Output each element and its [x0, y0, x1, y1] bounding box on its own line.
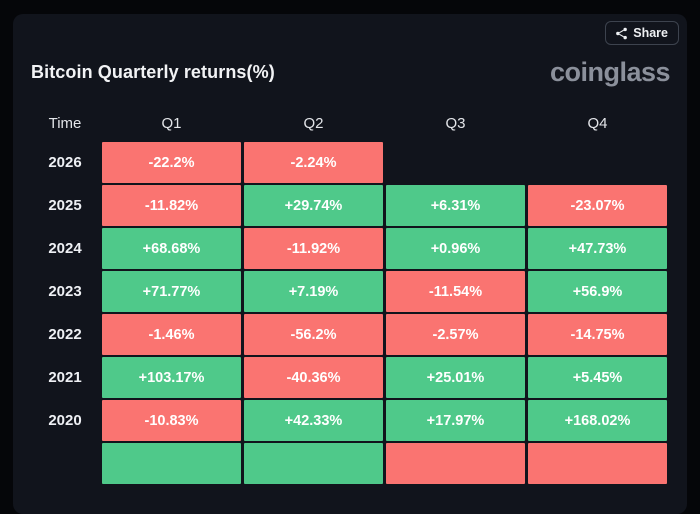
return-cell: +168.02% [528, 400, 667, 441]
return-cell: +71.77% [102, 271, 241, 312]
quarterly-returns-card: Share Bitcoin Quarterly returns(%) coing… [13, 14, 687, 514]
return-cell: +7.19% [244, 271, 383, 312]
titlebar: Bitcoin Quarterly returns(%) coinglass [31, 54, 671, 90]
return-cell: -2.24% [244, 142, 383, 183]
returns-table-body: 2026 -22.2% -2.24% 2025 -11.82% +29.74% +6.31%… [31, 142, 667, 484]
empty-cell [386, 142, 525, 183]
return-cell [528, 443, 667, 484]
return-cell: +17.97% [386, 400, 525, 441]
share-icon [615, 27, 628, 40]
return-cell: -11.92% [244, 228, 383, 269]
return-cell: +56.9% [528, 271, 667, 312]
return-cell [386, 443, 525, 484]
row-year-label: 2021 [48, 369, 82, 386]
return-cell: +25.01% [386, 357, 525, 398]
column-header-q3: Q3 [445, 114, 466, 132]
return-cell: -14.75% [528, 314, 667, 355]
return-cell: -56.2% [244, 314, 383, 355]
return-cell: +29.74% [244, 185, 383, 226]
return-cell [244, 443, 383, 484]
return-cell: -11.54% [386, 271, 525, 312]
coinglass-logo: coinglass [549, 56, 671, 87]
row-year-label: 2026 [48, 154, 82, 171]
return-cell: -2.57% [386, 314, 525, 355]
empty-cell [528, 142, 667, 183]
row-year-label: 2023 [48, 283, 82, 300]
row-year-label: 2020 [48, 412, 82, 429]
page-title: Bitcoin Quarterly returns(%) [31, 61, 275, 82]
share-button[interactable]: Share [605, 21, 679, 45]
row-year-label: 2024 [48, 240, 82, 257]
table-header-row: Time Q1 Q2 Q3 Q4 [31, 104, 667, 142]
row-year-label [31, 443, 99, 484]
return-cell: +6.31% [386, 185, 525, 226]
column-header-q1: Q1 [161, 114, 182, 132]
return-cell: +68.68% [102, 228, 241, 269]
share-button-label: Share [633, 26, 668, 40]
return-cell: -10.83% [102, 400, 241, 441]
return-cell: -22.2% [102, 142, 241, 183]
return-cell: +103.17% [102, 357, 241, 398]
return-cell [102, 443, 241, 484]
column-header-q2: Q2 [303, 114, 324, 132]
column-header-time: Time [48, 114, 82, 132]
return-cell: -23.07% [528, 185, 667, 226]
return-cell: +47.73% [528, 228, 667, 269]
return-cell: +5.45% [528, 357, 667, 398]
return-cell: +0.96% [386, 228, 525, 269]
return-cell: +42.33% [244, 400, 383, 441]
return-cell: -40.36% [244, 357, 383, 398]
return-cell: -1.46% [102, 314, 241, 355]
column-header-q4: Q4 [587, 114, 608, 132]
row-year-label: 2025 [48, 197, 82, 214]
row-year-label: 2022 [48, 326, 82, 343]
return-cell: -11.82% [102, 185, 241, 226]
